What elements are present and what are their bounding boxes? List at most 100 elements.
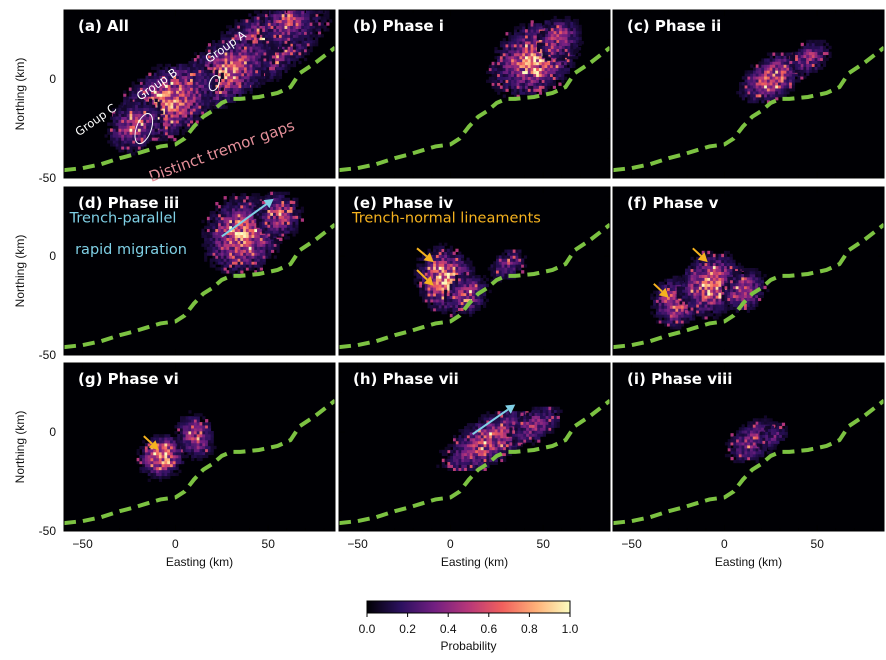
heatmap-cell (121, 113, 125, 117)
heatmap-cell (295, 31, 299, 35)
heatmap-cell (263, 78, 267, 83)
heatmap-cell (298, 40, 302, 44)
heatmap-cell (281, 218, 285, 222)
heatmap-cell (766, 70, 771, 74)
heatmap-cell (550, 48, 554, 52)
heatmap-cell (248, 234, 252, 238)
heatmap-cell (284, 34, 288, 38)
heatmap-cell (259, 37, 263, 41)
heatmap-cell (240, 225, 244, 230)
heatmap-cell (241, 78, 245, 83)
heatmap-cell (245, 31, 249, 35)
heatmap-cell (204, 66, 208, 71)
heatmap-cell (129, 149, 133, 153)
heatmap-cell (245, 34, 249, 38)
heatmap-cell (218, 231, 222, 236)
heatmap-cell (235, 40, 239, 44)
heatmap-cell (267, 194, 271, 199)
heatmap-cell (232, 87, 237, 92)
heatmap-cell (128, 93, 132, 97)
heatmap-cell (184, 69, 188, 74)
heatmap-cell (267, 37, 271, 41)
heatmap-cell (237, 202, 241, 206)
heatmap-cell (309, 13, 313, 18)
heatmap-cell (234, 25, 238, 29)
heatmap-cell (269, 52, 273, 56)
heatmap-cell (259, 13, 263, 17)
heatmap-cell (178, 111, 183, 115)
heatmap-cell (290, 22, 294, 26)
heatmap-cell (118, 128, 122, 132)
heatmap-cell (561, 45, 566, 49)
heatmap-cell (525, 58, 529, 63)
heatmap-cell (505, 32, 509, 36)
heatmap-cell (772, 88, 776, 92)
heatmap-cell (795, 51, 799, 56)
heatmap-cell (244, 81, 248, 86)
heatmap-cell (548, 27, 552, 32)
heatmap-cell (112, 111, 116, 115)
heatmap-cell (153, 81, 157, 85)
heatmap-cell (245, 213, 250, 218)
heatmap-cell (497, 85, 501, 89)
heatmap-cell (213, 52, 217, 56)
heatmap-cell (536, 70, 540, 75)
heatmap-cell (218, 249, 222, 253)
heatmap-cell (129, 134, 133, 138)
heatmap-cell (502, 67, 506, 72)
heatmap-cell (218, 237, 222, 241)
heatmap-cell (112, 143, 116, 147)
group-ellipse (134, 113, 154, 145)
heatmap-cell (502, 61, 506, 66)
heatmap-cell (244, 90, 248, 94)
heatmap-cell (513, 35, 518, 39)
heatmap-cell (157, 101, 161, 106)
heatmap-cell (190, 105, 194, 109)
heatmap-cell (505, 61, 509, 66)
heatmap-cell (258, 40, 262, 44)
panel-frame (63, 9, 336, 179)
heatmap-cell (154, 128, 158, 132)
heatmap-cell (536, 23, 540, 27)
heatmap-cell (173, 102, 177, 106)
heatmap-cell (758, 64, 762, 68)
heatmap-cell (259, 196, 263, 200)
heatmap-cell (107, 140, 111, 144)
heatmap-cell (769, 79, 773, 83)
heatmap-cell (502, 55, 506, 60)
heatmap-cell (137, 113, 142, 117)
heatmap-cell (184, 81, 188, 85)
heatmap-cell (273, 218, 277, 222)
heatmap-cell (772, 64, 776, 68)
heatmap-cell (265, 252, 269, 256)
heatmap-cell (295, 16, 299, 21)
heatmap-cell (173, 78, 177, 82)
heatmap-cell (112, 122, 116, 126)
heatmap-cell (766, 97, 771, 101)
heatmap-cell (187, 108, 191, 112)
heatmap-cell (266, 58, 270, 62)
heatmap-cell (257, 196, 261, 200)
heatmap-cell (267, 191, 271, 196)
heatmap-cell (112, 125, 116, 129)
heatmap-cell (559, 48, 563, 52)
heatmap-cell (156, 129, 160, 133)
heatmap-cell (278, 221, 282, 225)
heatmap-cell (243, 225, 247, 230)
heatmap-cell (739, 85, 743, 89)
heatmap-cell (159, 78, 163, 82)
heatmap-cell (248, 208, 252, 212)
heatmap-cell (527, 88, 531, 92)
heatmap-cell (561, 51, 566, 55)
heatmap-cell (522, 32, 526, 36)
heatmap-cell (548, 42, 552, 46)
heatmap-cell (290, 16, 294, 21)
heatmap-cell (519, 82, 523, 86)
heatmap-cell (803, 54, 807, 59)
heatmap-cell (216, 58, 220, 62)
heatmap-cell (555, 61, 559, 66)
heatmap-cell (276, 0, 279, 2)
heatmap-cell (761, 82, 765, 86)
heatmap-cell (755, 76, 759, 80)
heatmap-cell (223, 249, 227, 253)
